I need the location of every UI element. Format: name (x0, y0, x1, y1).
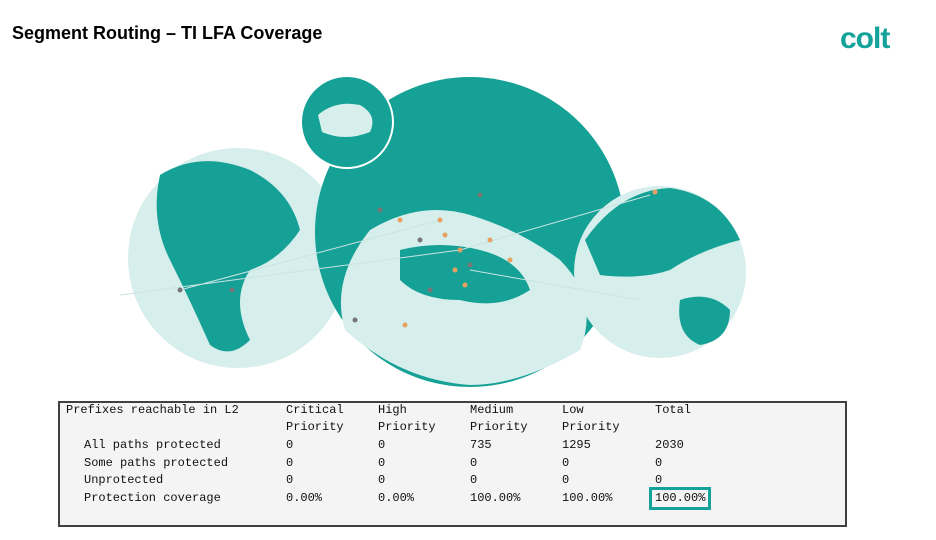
column-header: Total (655, 403, 692, 417)
column-header: Low Priority (562, 403, 620, 434)
cell-value: 0 (470, 455, 478, 470)
map-illustration (119, 75, 746, 387)
cell-value: 0 (470, 473, 478, 488)
row-label: Some paths protected (84, 455, 229, 470)
cell-value: 0.00% (286, 490, 323, 505)
row-label: Protection coverage (84, 490, 221, 505)
cell-value: 100.00% (562, 490, 613, 505)
slide-title: Segment Routing – TI LFA Coverage (12, 23, 323, 43)
column-header: Prefixes reachable in L2 (66, 403, 239, 417)
highlight-box (649, 486, 711, 510)
cell-value: 0.00% (378, 490, 415, 505)
logo: colt (840, 22, 890, 55)
cell-value: 1295 (562, 438, 591, 452)
cell-value: 0 (286, 455, 294, 470)
globe-europe (315, 77, 625, 387)
column-header: Critical Priority (286, 403, 351, 434)
cell-value: 0 (562, 473, 570, 488)
network-nodes (177, 189, 658, 328)
globe-americas (128, 148, 348, 368)
row-label: Unprotected (84, 473, 164, 488)
cell-value: 100.00% (655, 490, 706, 505)
cell-value: 0 (655, 455, 663, 470)
cell-value: 0 (378, 473, 386, 488)
column-header: High Priority (378, 403, 436, 434)
cell-value: 100.00% (470, 490, 521, 505)
cell-value: 0 (286, 473, 294, 488)
cell-value: 2030 (655, 438, 684, 452)
cell-value: 0 (286, 438, 294, 452)
cell-value: 0 (562, 455, 570, 470)
cell-value: 735 (470, 438, 492, 452)
column-header: Medium Priority (470, 403, 528, 434)
cli-output: Prefixes reachable in L2 Critical Priorit… (58, 401, 847, 527)
row-label: All paths protected (84, 438, 221, 452)
cell-value: 0 (378, 438, 386, 452)
cell-value: 0 (655, 473, 663, 488)
globe-asia (574, 186, 746, 358)
globe-iceland (300, 75, 394, 169)
cell-value: 0 (378, 455, 386, 470)
